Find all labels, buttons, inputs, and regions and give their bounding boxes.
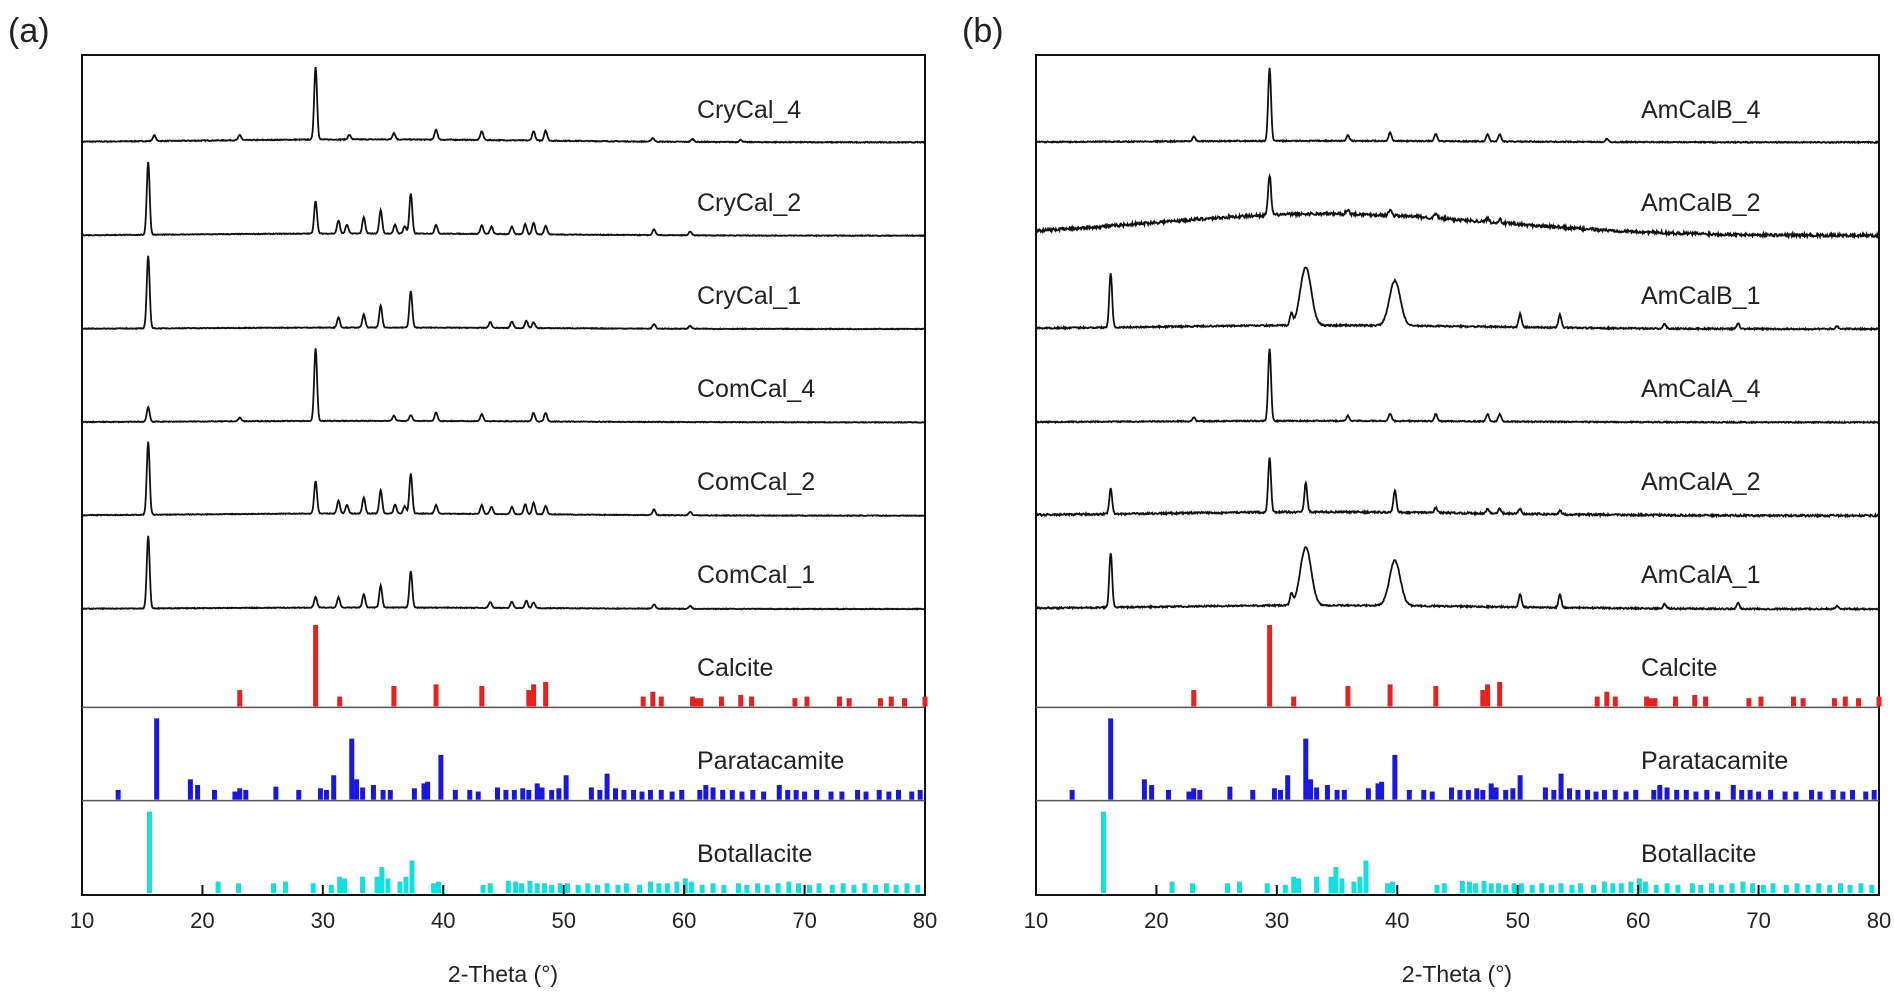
trace-crycal-2 xyxy=(81,161,926,238)
panel-a-label: (a) xyxy=(8,12,50,50)
panel-b-frame xyxy=(1035,54,1880,896)
panel-b-traces xyxy=(1035,67,1880,612)
tick-label-a-50: 50 xyxy=(551,908,575,933)
trace-amcalb-1 xyxy=(1035,266,1879,332)
trace-comcal-4 xyxy=(81,348,926,424)
trace-amcalb-4 xyxy=(1035,67,1880,145)
tick-label-b-50: 50 xyxy=(1505,908,1529,933)
ref-label-botallacite-a: Botallacite xyxy=(697,840,812,868)
trace-label-comcal-4: ComCal_4 xyxy=(697,375,815,403)
tick-label-b-80: 80 xyxy=(1867,908,1891,933)
trace-label-amcala-4: AmCalA_4 xyxy=(1641,375,1761,403)
ref-label-calcite-a: Calcite xyxy=(697,654,773,682)
trace-comcal-2 xyxy=(81,441,926,518)
tick-label-a-20: 20 xyxy=(190,908,214,933)
trace-amcala-2 xyxy=(1035,457,1880,519)
tick-label-b-30: 30 xyxy=(1265,908,1289,933)
trace-comcal-1 xyxy=(81,535,926,611)
trace-label-crycal-4: CryCal_4 xyxy=(697,96,801,124)
ref-label-paratacamite-a: Paratacamite xyxy=(697,747,844,775)
tick-label-a-80: 80 xyxy=(913,908,937,933)
trace-label-amcalb-4: AmCalB_4 xyxy=(1641,96,1761,124)
tick-label-b-10: 10 xyxy=(1024,908,1048,933)
panel-b-x-axis-title: 2-Theta (°) xyxy=(1402,961,1512,987)
panel-a: (a) 10 20 30 40 50 60 70 80 CryCal_4 CryCal_2 C… xyxy=(8,12,937,987)
ref-label-calcite-b: Calcite xyxy=(1641,654,1717,682)
ref-label-paratacamite-b: Paratacamite xyxy=(1641,747,1788,775)
tick-label-a-40: 40 xyxy=(431,908,455,933)
tick-label-b-40: 40 xyxy=(1385,908,1409,933)
panel-a-ticks: 10 20 30 40 50 60 70 80 xyxy=(70,885,937,933)
trace-label-comcal-1: ComCal_1 xyxy=(697,561,815,589)
panel-a-x-axis-title: 2-Theta (°) xyxy=(448,961,558,987)
panel-b-ticks: 10 20 30 40 50 60 70 80 xyxy=(1024,885,1891,933)
tick-label-b-70: 70 xyxy=(1746,908,1770,933)
ref-label-botallacite-b: Botallacite xyxy=(1641,840,1756,868)
trace-amcalb-2 xyxy=(1035,172,1880,240)
panel-a-references xyxy=(82,625,928,893)
trace-label-crycal-1: CryCal_1 xyxy=(697,282,801,310)
trace-amcala-1 xyxy=(1036,546,1880,612)
trace-crycal-1 xyxy=(81,255,926,331)
trace-label-amcala-2: AmCalA_2 xyxy=(1641,468,1761,496)
tick-label-b-60: 60 xyxy=(1626,908,1650,933)
panel-a-traces xyxy=(81,67,926,611)
trace-label-comcal-2: ComCal_2 xyxy=(697,468,815,496)
trace-label-amcalb-1: AmCalB_1 xyxy=(1641,282,1761,310)
panel-a-frame xyxy=(81,54,926,896)
tick-label-a-60: 60 xyxy=(672,908,696,933)
tick-label-a-30: 30 xyxy=(311,908,335,933)
trace-crycal-4 xyxy=(81,67,926,145)
tick-label-a-10: 10 xyxy=(70,908,94,933)
tick-label-b-20: 20 xyxy=(1144,908,1168,933)
trace-label-crycal-2: CryCal_2 xyxy=(697,189,801,217)
panel-b-label: (b) xyxy=(962,12,1004,50)
trace-amcala-4 xyxy=(1035,348,1880,425)
trace-label-amcalb-2: AmCalB_2 xyxy=(1641,189,1761,217)
panel-b: (b) 10 20 30 40 50 60 70 80 AmCalB_4 AmCalB_2 A… xyxy=(962,12,1891,987)
tick-label-a-70: 70 xyxy=(792,908,816,933)
trace-label-amcala-1: AmCalA_1 xyxy=(1641,561,1761,589)
panel-b-references xyxy=(1036,625,1882,893)
